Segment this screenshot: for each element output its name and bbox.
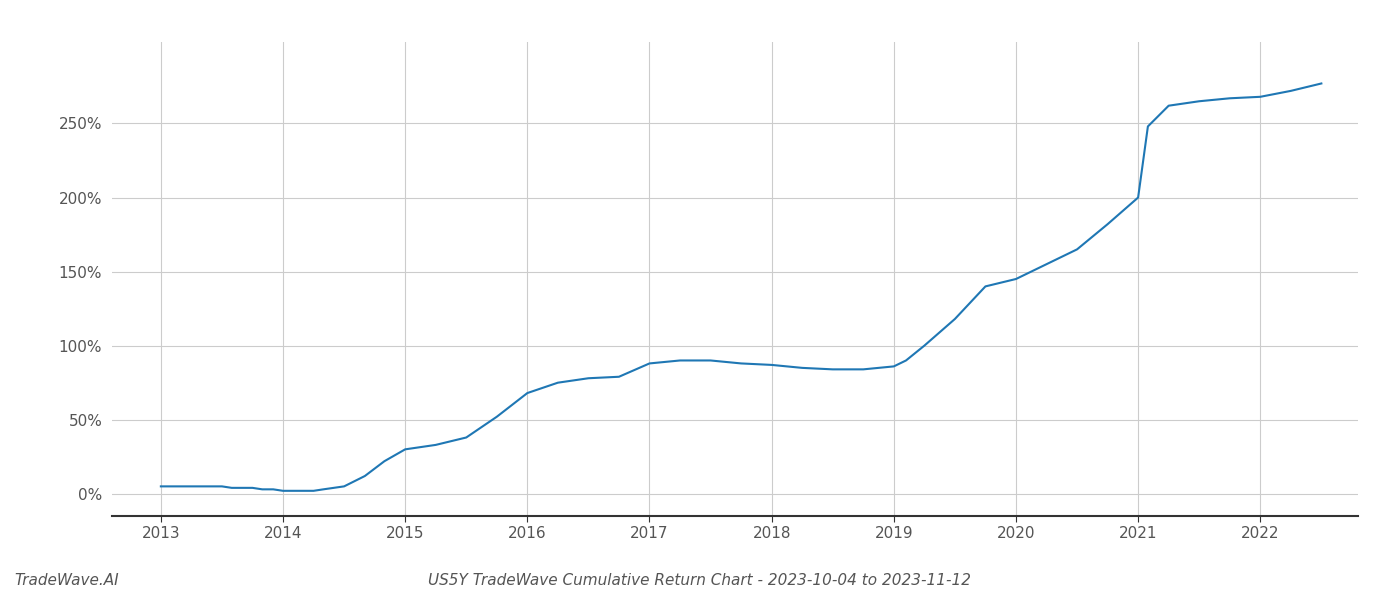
Text: US5Y TradeWave Cumulative Return Chart - 2023-10-04 to 2023-11-12: US5Y TradeWave Cumulative Return Chart -…: [428, 573, 972, 588]
Text: TradeWave.AI: TradeWave.AI: [14, 573, 119, 588]
